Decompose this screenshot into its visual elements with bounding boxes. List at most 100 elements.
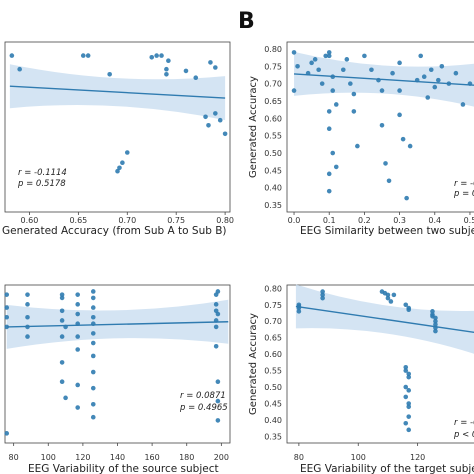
data-point bbox=[320, 295, 325, 301]
data-point bbox=[432, 84, 438, 90]
data-point bbox=[406, 414, 412, 419]
data-point bbox=[215, 379, 221, 385]
data-point bbox=[386, 178, 392, 184]
x-axis-label: EEG Variability of the target subjec bbox=[300, 463, 474, 474]
y-tick-label: 0.70 bbox=[264, 317, 282, 326]
data-point bbox=[217, 117, 223, 123]
data-point bbox=[4, 324, 10, 330]
data-point bbox=[406, 374, 412, 380]
data-point bbox=[406, 404, 412, 410]
x-tick-label: 0.65 bbox=[69, 216, 87, 225]
y-tick-label: 0.45 bbox=[264, 166, 282, 175]
data-point bbox=[213, 302, 219, 307]
data-point bbox=[4, 292, 10, 297]
regression-line bbox=[9, 85, 226, 99]
data-point bbox=[397, 112, 402, 118]
data-point bbox=[149, 55, 155, 60]
panel-letter-b: B bbox=[238, 9, 255, 34]
data-point bbox=[115, 168, 120, 174]
x-tick-label: 200 bbox=[214, 453, 229, 462]
data-point bbox=[453, 70, 459, 76]
data-point bbox=[124, 150, 130, 155]
data-point bbox=[460, 102, 466, 107]
data-point bbox=[291, 88, 297, 93]
data-point bbox=[59, 379, 65, 385]
data-point bbox=[90, 295, 96, 301]
data-point bbox=[351, 109, 357, 114]
data-point bbox=[17, 66, 22, 72]
x-tick-label: 0.1 bbox=[323, 216, 336, 225]
data-point bbox=[379, 88, 385, 93]
x-tick-label: 0.4 bbox=[428, 216, 441, 225]
data-point bbox=[407, 143, 413, 149]
x-tick-label: 0.75 bbox=[167, 216, 185, 225]
y-tick-label: 0.50 bbox=[264, 149, 282, 158]
stat-annotation: r = -0.1114 bbox=[18, 168, 67, 178]
data-point bbox=[385, 292, 391, 298]
data-point bbox=[213, 65, 218, 70]
x-tick-label: 80 bbox=[9, 453, 19, 462]
data-point bbox=[90, 402, 96, 407]
x-tick-label: 120 bbox=[75, 453, 90, 462]
x-tick-label: 0.60 bbox=[21, 216, 39, 225]
x-tick-label: 160 bbox=[144, 453, 159, 462]
stat-annotation: r = 0.0871 bbox=[180, 391, 226, 401]
data-point bbox=[433, 328, 438, 334]
y-tick-label: 0.35 bbox=[264, 201, 282, 210]
data-point bbox=[90, 340, 96, 346]
data-point bbox=[418, 53, 424, 59]
data-point bbox=[320, 289, 325, 294]
data-point bbox=[164, 72, 169, 77]
data-point bbox=[90, 414, 96, 420]
data-point bbox=[340, 67, 346, 73]
data-point bbox=[406, 427, 412, 433]
data-point bbox=[75, 302, 80, 307]
data-point bbox=[90, 331, 96, 336]
x-tick-label: 120 bbox=[410, 453, 425, 462]
y-tick-label: 0.60 bbox=[264, 114, 282, 123]
x-axis-label: EEG Variability of the source subject bbox=[28, 463, 219, 474]
data-point bbox=[326, 109, 332, 114]
data-point bbox=[4, 314, 10, 320]
data-point bbox=[406, 371, 412, 377]
data-point bbox=[59, 292, 65, 297]
x-tick-label: 80 bbox=[294, 453, 304, 462]
data-point bbox=[379, 122, 385, 128]
x-axis-label: EEG Similarity between two subje bbox=[300, 225, 474, 237]
regression-line bbox=[295, 305, 474, 334]
y-tick-label: 0.55 bbox=[264, 367, 282, 376]
y-tick-label: 0.40 bbox=[264, 416, 282, 425]
data-point bbox=[25, 314, 30, 320]
x-tick-label: 0.70 bbox=[118, 216, 136, 225]
data-point bbox=[90, 305, 96, 310]
data-point bbox=[435, 77, 441, 83]
data-point bbox=[222, 131, 228, 137]
data-point bbox=[351, 91, 357, 97]
data-point bbox=[326, 50, 332, 55]
regression-line bbox=[293, 73, 474, 86]
data-point bbox=[85, 53, 91, 58]
scatter-panel-bottom-right: 80 100 120 0.35 0.40 0.45 0.50 0.55 0.60 0.65 0.70… bbox=[248, 284, 474, 474]
x-tick-label: 100 bbox=[41, 453, 56, 462]
y-tick-label: 0.80 bbox=[264, 45, 282, 54]
y-tick-label: 0.55 bbox=[264, 132, 282, 141]
scatter-panel-top-right: 0.0 0.1 0.2 0.3 0.4 0.5 0.35 0.40 0.45 0.50 0.55 0.… bbox=[248, 41, 474, 237]
data-point bbox=[348, 81, 353, 86]
data-point bbox=[59, 295, 65, 301]
x-tick-label: 140 bbox=[110, 453, 125, 462]
data-point bbox=[75, 311, 80, 317]
data-point bbox=[90, 353, 96, 359]
data-point bbox=[215, 418, 221, 423]
data-point bbox=[333, 164, 339, 170]
data-point bbox=[107, 72, 112, 77]
data-point bbox=[344, 57, 350, 62]
data-point bbox=[295, 63, 300, 69]
x-tick-label: 0.2 bbox=[358, 216, 371, 225]
data-point bbox=[164, 66, 169, 72]
data-point bbox=[406, 401, 412, 406]
plot-frame bbox=[286, 284, 474, 444]
data-point bbox=[312, 57, 318, 62]
y-tick-label: 0.40 bbox=[264, 184, 282, 193]
